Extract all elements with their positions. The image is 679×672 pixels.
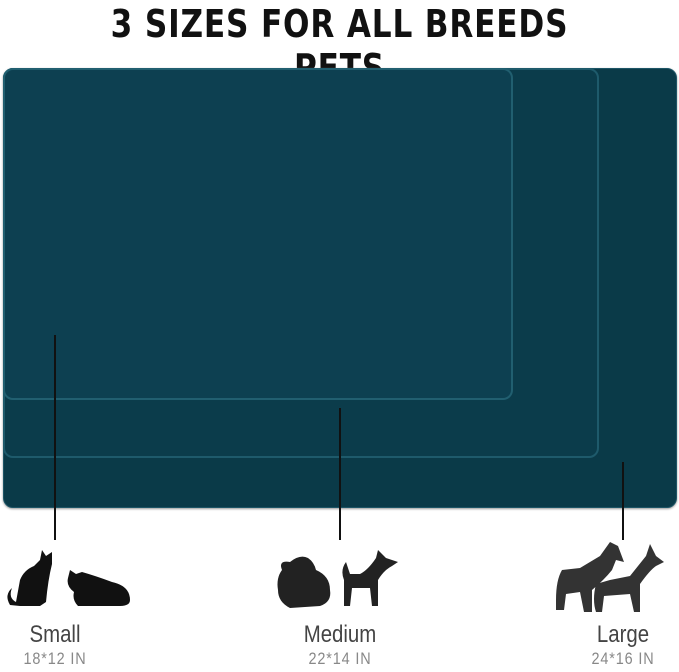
- size-large: Large 24*16 IN: [555, 621, 679, 669]
- size-dimensions: 22*14 IN: [308, 649, 372, 668]
- size-small: Small 18*12 IN: [0, 621, 123, 669]
- pointer-line-small: [54, 335, 56, 540]
- pointer-line-large: [622, 462, 624, 540]
- small-dogs-icon: [277, 550, 398, 608]
- size-dimensions: 18*12 IN: [23, 649, 87, 668]
- size-name: Small: [29, 621, 81, 648]
- size-dimensions: 24*16 IN: [591, 649, 655, 668]
- mat-small: [3, 68, 513, 400]
- size-name: Medium: [303, 621, 377, 648]
- large-dogs-icon: [556, 542, 664, 612]
- pointer-line-medium: [339, 408, 341, 540]
- size-medium: Medium 22*14 IN: [272, 621, 408, 669]
- cats-icon: [7, 550, 130, 606]
- size-name: Large: [596, 621, 650, 648]
